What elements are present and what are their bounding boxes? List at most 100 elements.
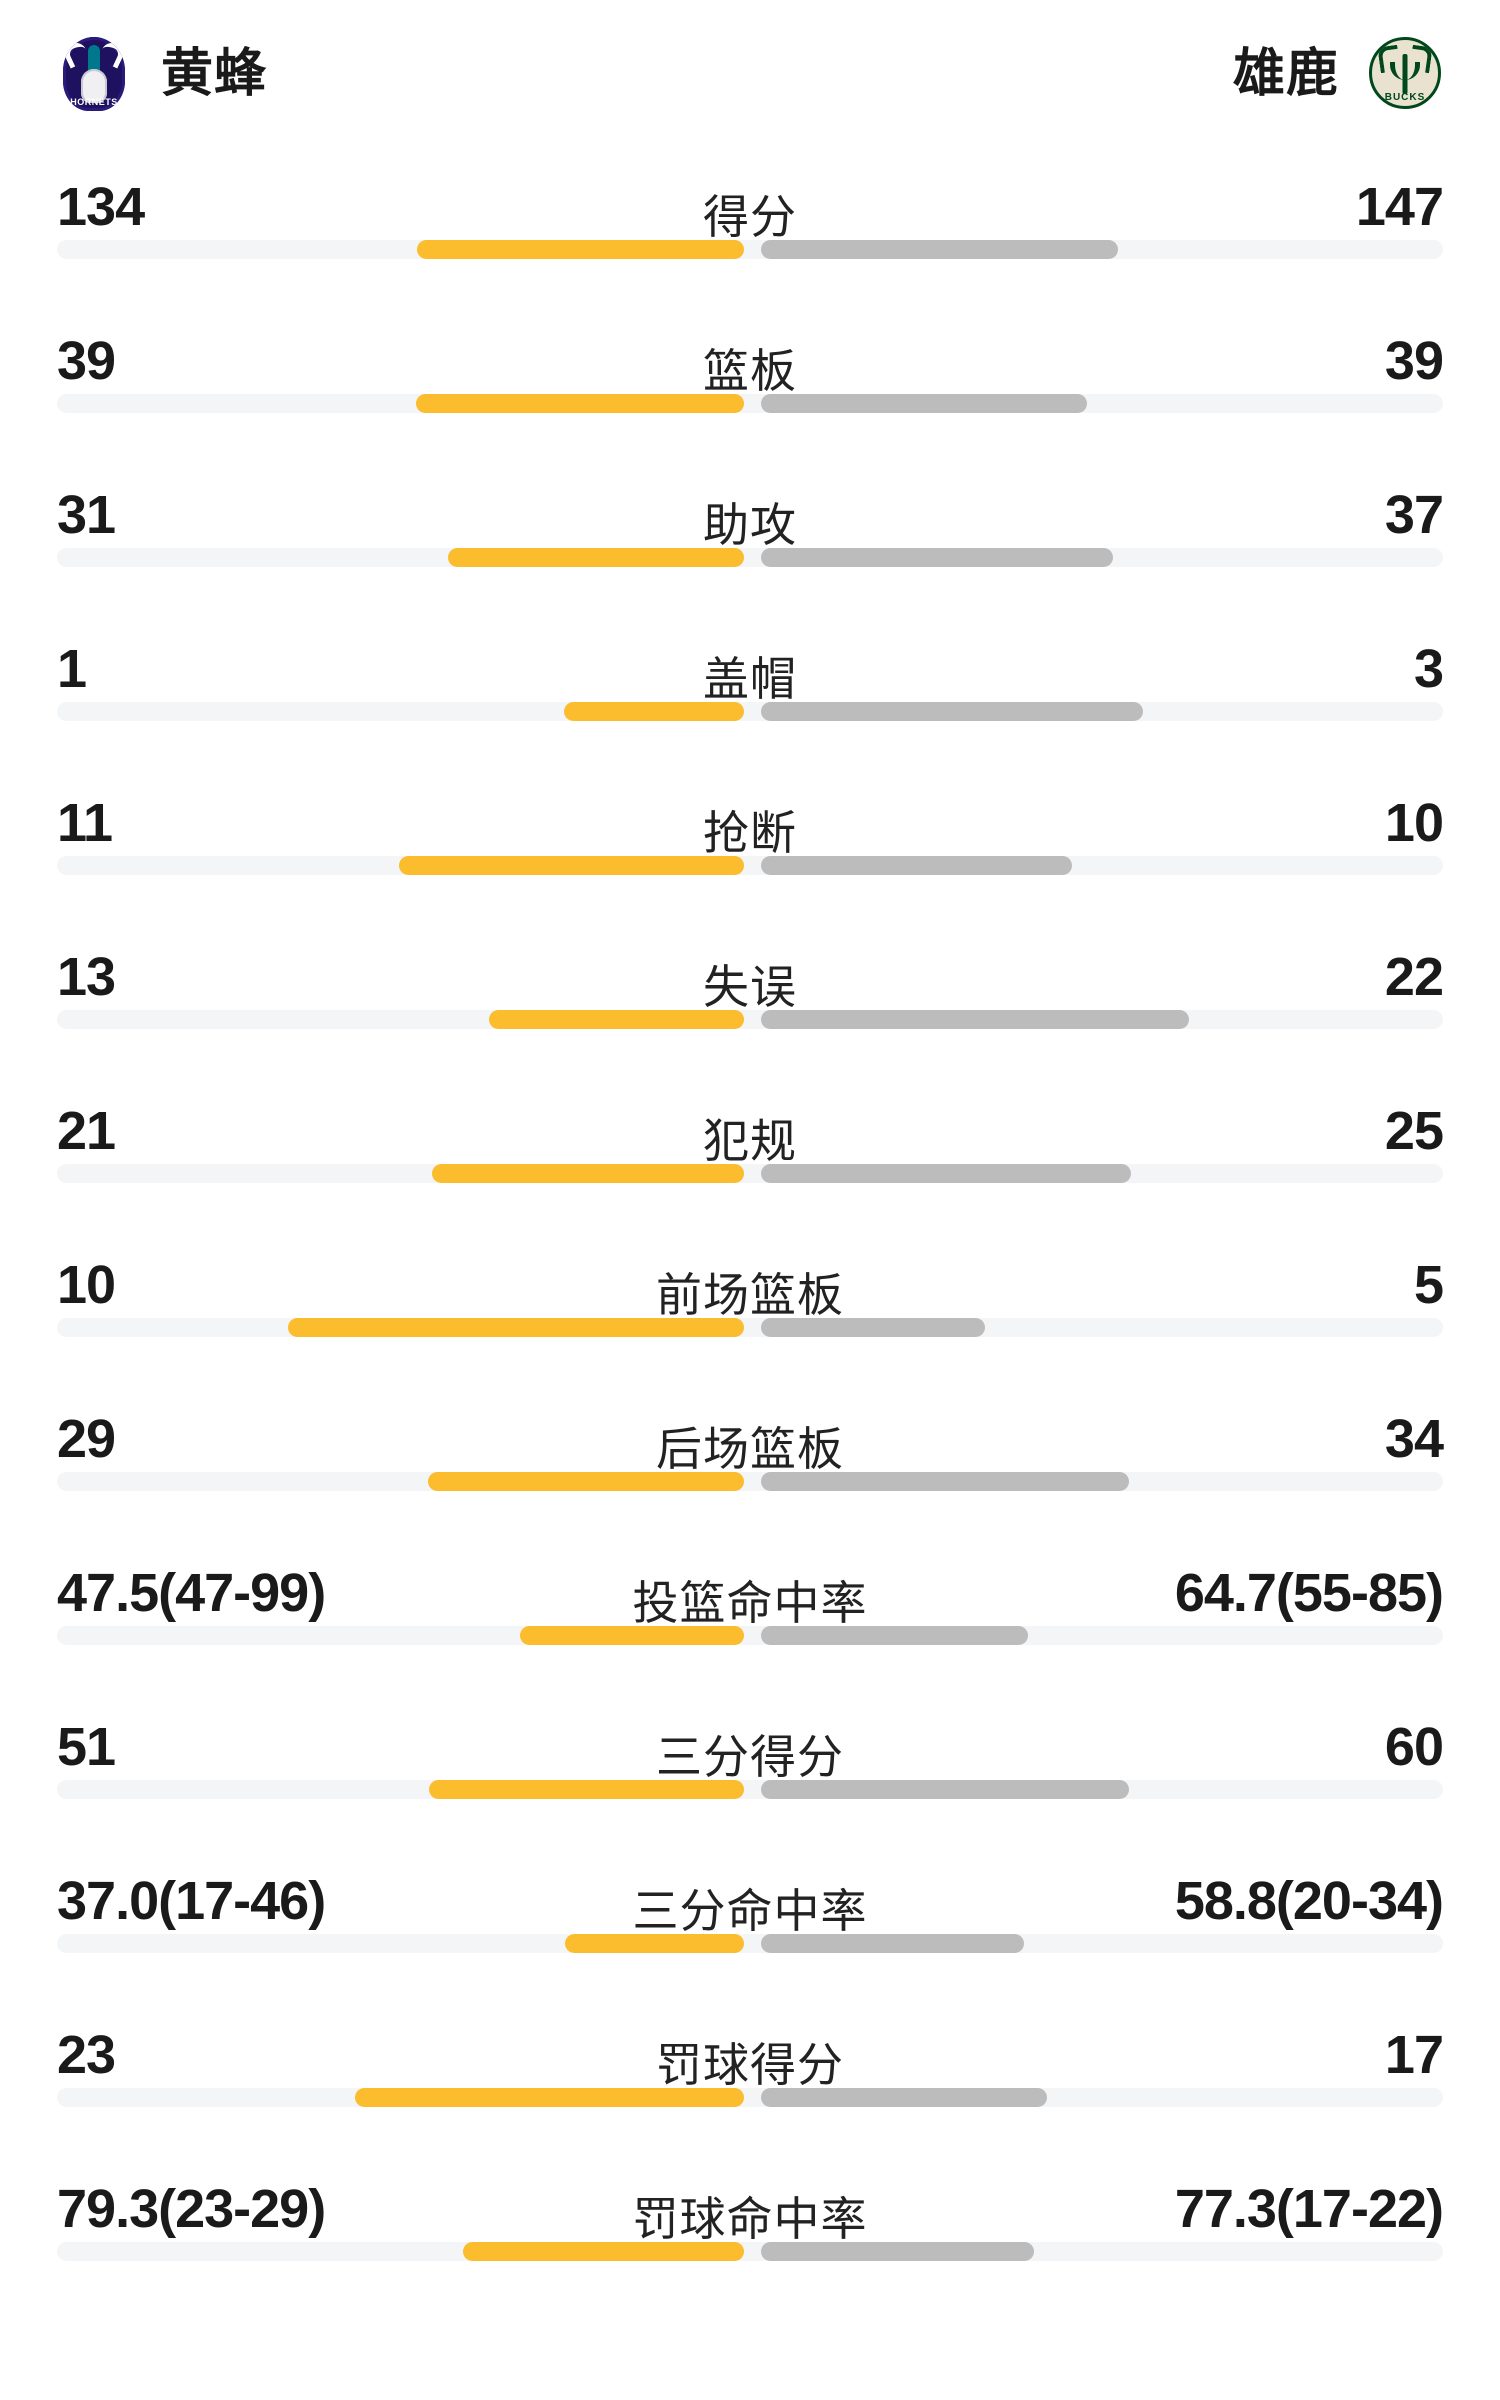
hornets-logo-icon: HORNETS (57, 37, 131, 111)
away-value: 5 (1413, 1255, 1444, 1315)
home-team-name: 黄蜂 (161, 45, 268, 103)
away-value: 77.3(17-22) (1174, 2179, 1444, 2239)
home-value: 39 (57, 331, 116, 391)
away-bar (761, 2242, 1034, 2261)
stat-bar-track (57, 856, 1443, 875)
stat-bar-track (57, 394, 1443, 413)
away-bar (761, 1626, 1028, 1645)
away-value: 10 (1384, 793, 1444, 853)
stat-label: 三分得分 (656, 1731, 844, 1783)
away-value: 60 (1384, 1717, 1444, 1777)
away-bar (761, 1164, 1131, 1183)
away-value: 58.8(20-34) (1174, 1871, 1444, 1931)
stat-row: 51 三分得分 60 (57, 1688, 1444, 1842)
stat-row: 134 得分 147 (57, 148, 1444, 302)
home-value: 11 (57, 793, 113, 853)
stat-bar-track (57, 2242, 1443, 2261)
stat-label: 罚球命中率 (632, 2193, 868, 2245)
home-value: 37.0(17-46) (57, 1871, 326, 1931)
away-value: 39 (1384, 331, 1444, 391)
stat-row: 13 失误 22 (57, 918, 1444, 1072)
home-bar (565, 1934, 745, 1953)
home-team[interactable]: HORNETS 黄蜂 (57, 37, 267, 111)
bucks-logo-icon: BUCKS (1369, 37, 1443, 111)
stat-label: 罚球得分 (656, 2039, 844, 2091)
away-bar (761, 240, 1119, 259)
stat-label: 犯规 (703, 1115, 797, 1167)
stat-bar-track (57, 702, 1443, 721)
home-bar (431, 1164, 745, 1183)
stat-bar-track (57, 1318, 1443, 1337)
home-value: 21 (57, 1101, 116, 1161)
away-value: 37 (1384, 485, 1444, 545)
away-value: 34 (1384, 1409, 1444, 1469)
home-value: 31 (57, 485, 116, 545)
hornets-wordmark: HORNETS (70, 97, 118, 107)
home-bar (354, 2088, 745, 2107)
home-value: 79.3(23-29) (57, 2179, 326, 2239)
stat-row: 1 盖帽 3 (57, 610, 1444, 764)
stat-row: 11 抢断 10 (57, 764, 1444, 918)
away-bar (761, 548, 1113, 567)
away-value: 17 (1384, 2025, 1444, 2085)
stat-label: 失误 (703, 961, 797, 1013)
stat-row: 79.3(23-29) 罚球命中率 77.3(17-22) (57, 2150, 1444, 2304)
stat-row: 47.5(47-99) 投篮命中率 64.7(55-85) (57, 1534, 1444, 1688)
away-value: 3 (1413, 639, 1444, 699)
home-value: 13 (57, 947, 116, 1007)
home-bar (564, 702, 745, 721)
stat-label: 三分命中率 (632, 1885, 868, 1937)
stat-bar-track (57, 1164, 1443, 1183)
home-bar (399, 856, 745, 875)
home-value: 29 (57, 1409, 116, 1469)
stat-label: 得分 (703, 191, 797, 243)
stat-row: 29 后场篮板 34 (57, 1380, 1444, 1534)
stat-row: 23 罚球得分 17 (57, 1996, 1444, 2150)
home-value: 10 (57, 1255, 116, 1315)
stat-bar-track (57, 2088, 1443, 2107)
home-bar (288, 1318, 745, 1337)
stat-label: 篮板 (703, 345, 797, 397)
away-bar (761, 1934, 1024, 1953)
away-team[interactable]: 雄鹿 BUCKS (1233, 37, 1443, 111)
home-bar (415, 394, 745, 413)
away-bar (761, 1472, 1129, 1491)
stat-bar-track (57, 1626, 1443, 1645)
away-value: 64.7(55-85) (1174, 1563, 1444, 1623)
home-bar (416, 240, 745, 259)
home-bar (428, 1780, 745, 1799)
away-bar (761, 1780, 1130, 1799)
stat-label: 盖帽 (703, 653, 797, 705)
teams-header: HORNETS 黄蜂 雄鹿 BUCKS (47, 0, 1453, 148)
away-bar (761, 702, 1143, 721)
home-value: 47.5(47-99) (57, 1563, 326, 1623)
away-bar (761, 394, 1088, 413)
stat-bar-track (57, 548, 1443, 567)
away-bar (761, 856, 1073, 875)
away-bar (761, 1318, 986, 1337)
stat-label: 前场篮板 (656, 1269, 844, 1321)
stat-bar-track (57, 1934, 1443, 1953)
stat-label: 投篮命中率 (632, 1577, 868, 1629)
away-value: 25 (1384, 1101, 1444, 1161)
stat-bar-track (57, 1010, 1443, 1029)
home-bar (447, 548, 745, 567)
stat-row: 39 篮板 39 (57, 302, 1444, 456)
away-team-name: 雄鹿 (1232, 45, 1339, 103)
home-value: 23 (57, 2025, 116, 2085)
stat-label: 助攻 (703, 499, 797, 551)
home-bar (462, 2242, 745, 2261)
stat-bar-track (57, 240, 1443, 259)
home-value: 51 (57, 1717, 116, 1777)
stat-label: 抢断 (703, 807, 797, 859)
away-value: 22 (1384, 947, 1444, 1007)
stat-row: 21 犯规 25 (57, 1072, 1444, 1226)
stat-rows: 134 得分 147 39 篮板 39 31 助攻 37 1 盖帽 3 11 抢断 10 13 失误 22 21 犯规… (47, 148, 1453, 2304)
stat-row: 37.0(17-46) 三分命中率 58.8(20-34) (57, 1842, 1444, 1996)
home-value: 134 (57, 177, 145, 237)
home-bar (428, 1472, 745, 1491)
stat-bar-track (57, 1472, 1443, 1491)
bucks-wordmark: BUCKS (1384, 92, 1426, 103)
stat-row: 31 助攻 37 (57, 456, 1444, 610)
